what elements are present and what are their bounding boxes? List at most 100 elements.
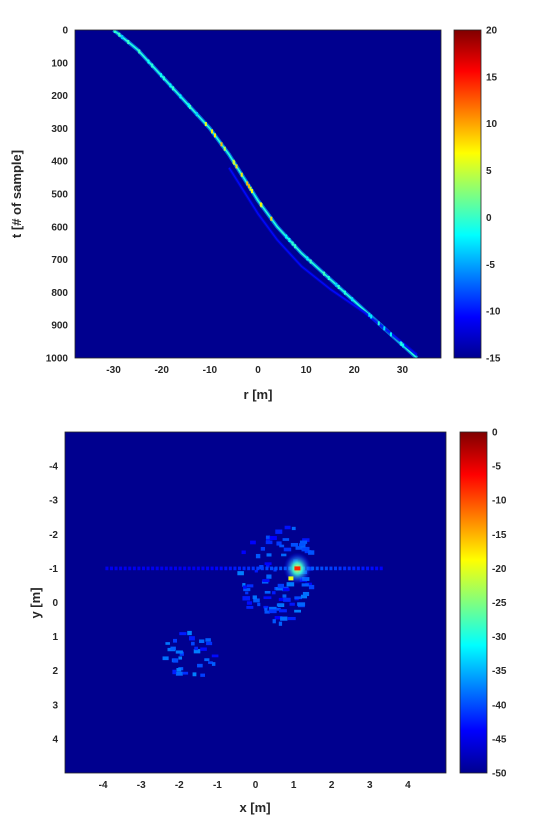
colorbar-tick-labels: 0 -5 -10 -15 -20 -25 -30 -35 -40 -45 -50 <box>492 428 507 780</box>
curve-speck <box>285 234 288 239</box>
line-pixel <box>379 566 383 571</box>
blob-pixel <box>208 661 213 664</box>
axes-frame <box>74 29 442 359</box>
colorbar-tick-label: 15 <box>486 72 498 83</box>
colorbar-tick-label: -40 <box>492 700 507 711</box>
curve-speck <box>179 94 182 99</box>
blob-pixel <box>304 550 312 554</box>
blob-pixel <box>286 582 295 587</box>
blob-pixel <box>300 594 308 599</box>
blob-pixel <box>287 616 296 621</box>
y-tick-label: 700 <box>51 255 68 266</box>
line-pixel <box>338 566 342 571</box>
blob-pixel <box>205 638 211 642</box>
line-pixel <box>356 566 360 571</box>
curve-speck <box>291 241 294 246</box>
y-tick-label: 900 <box>51 321 68 332</box>
blob-pixel <box>289 602 295 606</box>
colorbar-tick-label: -10 <box>492 496 507 507</box>
blob-pixel <box>264 607 268 611</box>
curve-speck <box>309 259 312 264</box>
line-pixel <box>237 566 241 571</box>
curve <box>228 167 418 356</box>
blob-pixel <box>275 529 283 534</box>
blob-pixel <box>178 656 183 660</box>
curve-speck <box>306 256 309 261</box>
blob-pixel <box>272 591 276 595</box>
blob-pixel <box>253 598 260 603</box>
y-tick-label: 800 <box>51 288 68 299</box>
line-pixel <box>114 566 118 571</box>
line-pixel <box>256 566 260 571</box>
blob-pixel <box>197 663 203 668</box>
line-pixel <box>347 566 351 571</box>
colorbar-tick-label: -30 <box>492 632 507 643</box>
x-tick-labels: -30 -20 -10 0 10 20 30 <box>106 365 408 376</box>
line-pixel <box>324 566 328 571</box>
curve-speck <box>138 49 141 54</box>
x-tick-label: -30 <box>106 365 121 376</box>
blob-pixel <box>297 602 306 606</box>
blob-pixel <box>268 609 277 614</box>
blob-pixel <box>173 658 179 663</box>
x-tick-label: -3 <box>137 780 146 791</box>
line-pixel <box>123 566 127 571</box>
line-pixel <box>361 566 365 571</box>
blob-pixel <box>255 553 261 559</box>
blob-pixel <box>263 605 269 609</box>
blob-pixel <box>269 536 277 540</box>
heatmap-panel-top: -30 -20 -10 0 10 20 30 01002003004005006007008… <box>9 26 501 403</box>
blob-pixel <box>278 621 283 626</box>
curve-speck <box>335 282 338 287</box>
blob-pixel <box>264 610 270 614</box>
curve-speck <box>294 244 297 249</box>
curve-speck <box>172 86 175 91</box>
blob-pixel <box>170 646 176 651</box>
peak-point <box>294 566 301 571</box>
colorbar-tick-label: -25 <box>492 598 507 609</box>
line-pixel <box>251 566 255 571</box>
colorbar-tick-label: -50 <box>492 769 507 780</box>
blob-pixel <box>282 538 290 541</box>
curve-speck <box>251 189 254 194</box>
colorbar-tick-label: -20 <box>492 564 507 575</box>
curve-speck <box>240 172 243 177</box>
colorbar-tick-label: 5 <box>486 166 492 177</box>
blob-pixel <box>302 591 310 597</box>
line-pixel <box>311 566 315 571</box>
y-tick-label: 100 <box>51 58 68 69</box>
curve-speck <box>195 112 198 117</box>
blob-pixel <box>173 638 178 643</box>
blob-pixel <box>264 590 271 594</box>
curve-speck <box>327 275 330 280</box>
blob-pixel <box>276 541 282 546</box>
line-pixel <box>160 566 164 571</box>
blob-pixel <box>301 546 310 552</box>
blob-pixel <box>265 535 271 539</box>
line-pixel <box>196 566 200 571</box>
y-tick-label: 0 <box>62 26 68 37</box>
curve-speck <box>151 63 154 68</box>
blob-pixel <box>175 671 183 676</box>
curve-speck <box>270 216 273 221</box>
line-pixel <box>315 566 319 571</box>
curve-speck <box>127 40 130 45</box>
line-pixel <box>155 566 159 571</box>
blob-pixel <box>291 526 296 531</box>
colorbar-tick-label: 20 <box>486 26 498 37</box>
curve-speck <box>323 271 326 276</box>
blob-pixel <box>275 587 284 591</box>
blob-pixel <box>245 591 249 595</box>
line-pixel <box>352 566 356 571</box>
line-pixel <box>146 566 150 571</box>
curve-speck <box>343 290 346 295</box>
curve-speck <box>162 76 165 81</box>
blob-pixel <box>261 580 269 584</box>
line-pixel <box>279 566 283 571</box>
blob-pixel <box>246 601 252 605</box>
blob-pixel <box>284 525 291 530</box>
blob-pixel <box>182 671 189 675</box>
blob-pixel <box>194 646 199 651</box>
line-pixel <box>233 566 237 571</box>
blob-pixel <box>211 654 219 658</box>
